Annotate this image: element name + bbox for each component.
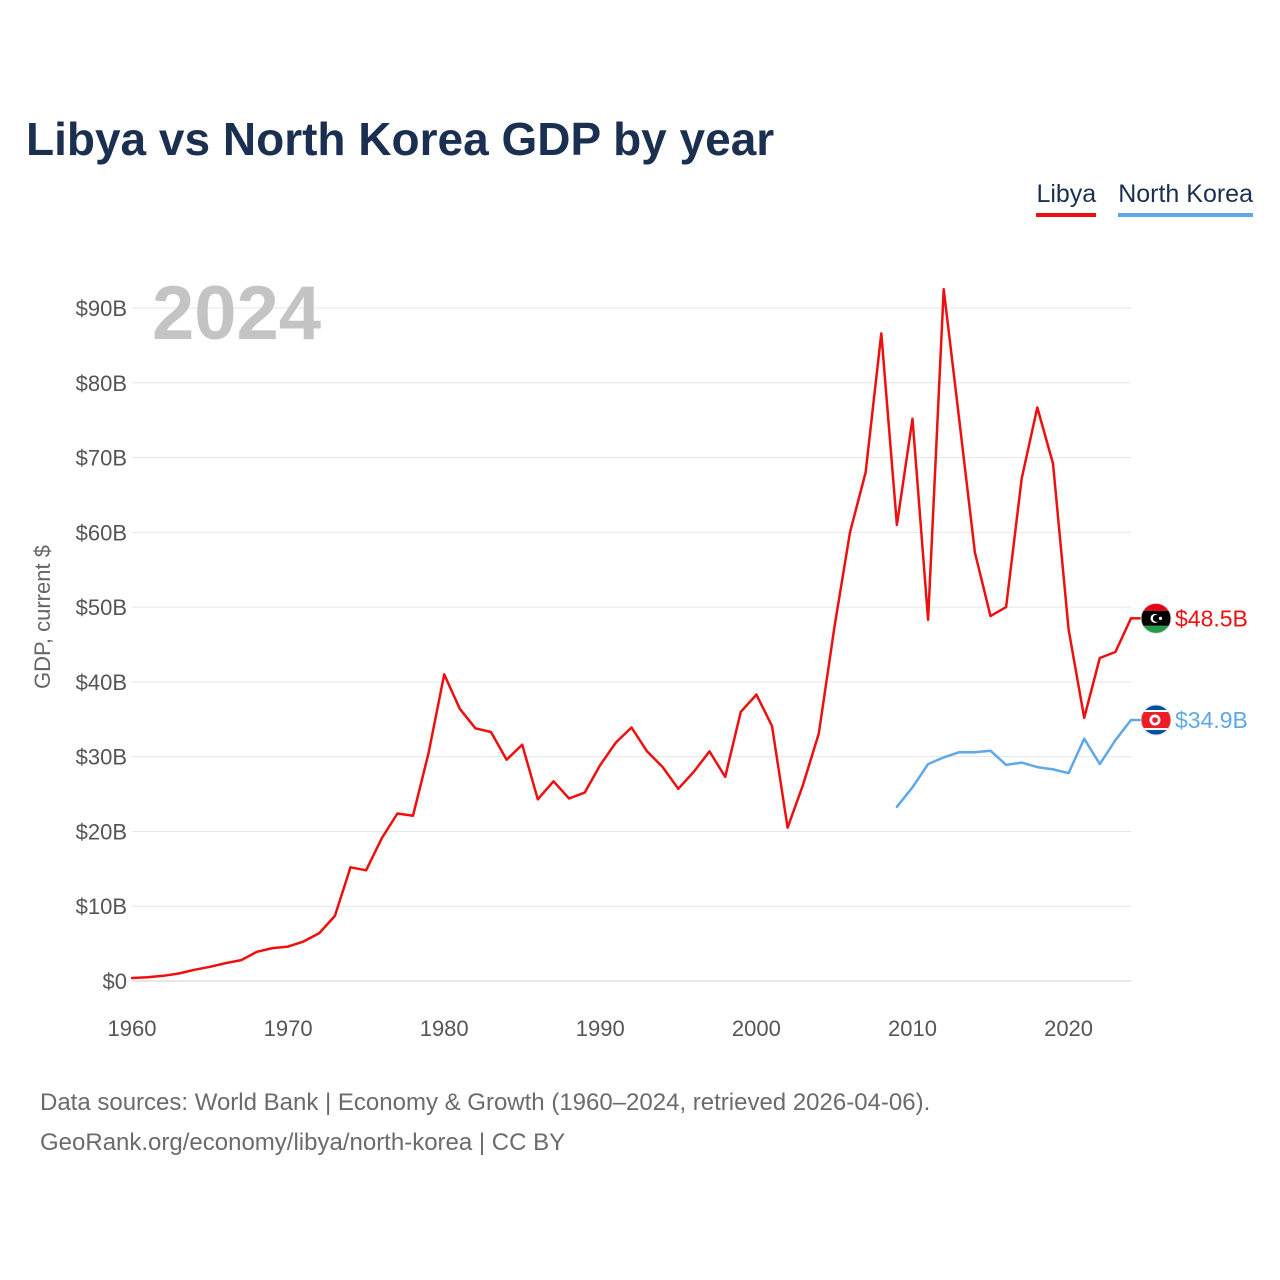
x-tick-label: 1970 <box>264 1016 313 1041</box>
end-value-label: $34.9B <box>1175 707 1248 733</box>
north-korea-flag-icon <box>1141 705 1171 736</box>
end-value-label: $48.5B <box>1175 605 1248 631</box>
series-line-north-korea[interactable] <box>895 718 1133 809</box>
y-tick-label: $80B <box>76 371 127 396</box>
y-axis-label: GDP, current $ <box>30 545 55 689</box>
x-tick-label: 1980 <box>420 1016 469 1041</box>
y-tick-label: $0 <box>103 969 127 994</box>
legend-item-north-korea[interactable]: North Korea <box>1118 180 1253 217</box>
series-line-libya[interactable] <box>130 288 1133 980</box>
source-line-2[interactable]: GeoRank.org/economy/libya/north-korea | … <box>40 1129 566 1156</box>
y-tick-label: $20B <box>76 819 127 844</box>
source-note: Data sources: World Bank | Economy & Gro… <box>40 1083 930 1163</box>
flag-ring <box>1140 704 1172 736</box>
y-tick-label: $10B <box>76 894 127 919</box>
legend-item-libya[interactable]: Libya <box>1036 180 1097 217</box>
source-line-1: Data sources: World Bank | Economy & Gro… <box>40 1089 931 1116</box>
x-tick-label: 2010 <box>888 1016 937 1041</box>
chart-title: Libya vs North Korea GDP by year <box>26 113 775 165</box>
libya-flag-icon <box>1141 603 1171 634</box>
end-markers: $48.5B $34.9B <box>1140 602 1248 736</box>
x-tick-label: 1990 <box>576 1016 625 1041</box>
legend: Libya North Korea <box>1036 180 1253 217</box>
x-tick-label: 1960 <box>108 1016 157 1041</box>
series-lines <box>130 288 1141 980</box>
y-tick-label: $60B <box>76 520 127 545</box>
x-tick-label: 2020 <box>1044 1016 1093 1041</box>
gridlines <box>132 307 1131 982</box>
x-tick-label: 2000 <box>732 1016 781 1041</box>
year-watermark: 2024 <box>152 271 321 356</box>
y-tick-label: $70B <box>76 446 127 471</box>
y-tick-label: $50B <box>76 595 127 620</box>
y-tick-label: $90B <box>76 296 127 321</box>
flag-ring <box>1140 602 1172 634</box>
x-axis-ticks: 1960 1970 1980 1990 2000 2010 2020 <box>108 1016 1094 1041</box>
y-axis-ticks: $0 $10B $20B $30B $40B $50B $60B $70B $80B $90B <box>76 296 127 994</box>
y-tick-label: $40B <box>76 670 127 695</box>
y-tick-label: $30B <box>76 745 127 770</box>
